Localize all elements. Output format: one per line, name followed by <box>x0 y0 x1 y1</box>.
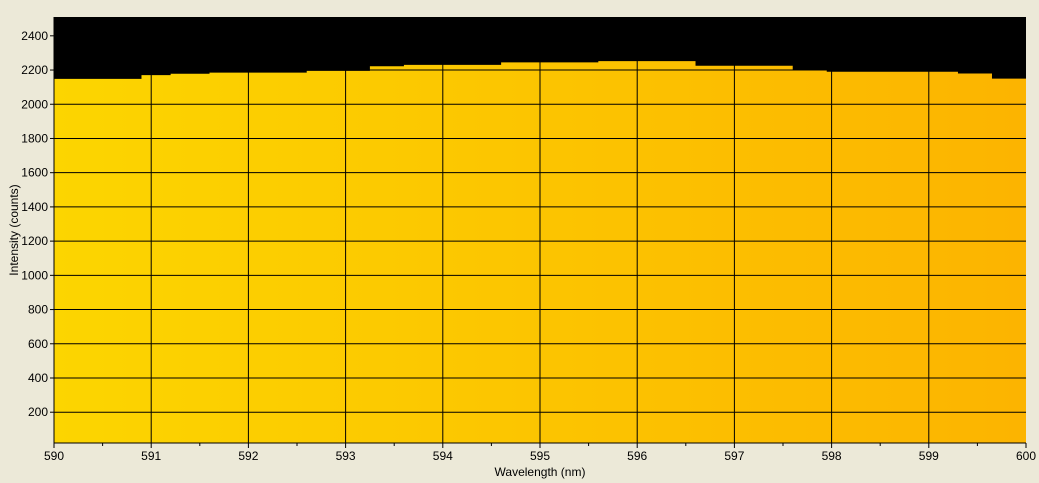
y-tick-label: 2200 <box>21 63 48 77</box>
x-tick-label: 592 <box>238 449 258 463</box>
y-tick-label: 1000 <box>21 268 48 282</box>
x-tick-label: 594 <box>433 449 453 463</box>
x-tick-label: 596 <box>627 449 647 463</box>
y-tick-label: 600 <box>28 337 48 351</box>
x-tick-label: 591 <box>141 449 161 463</box>
y-tick-label: 1200 <box>21 234 48 248</box>
y-tick-label: 400 <box>28 371 48 385</box>
x-tick-label: 600 <box>1016 449 1036 463</box>
x-tick-label: 593 <box>336 449 356 463</box>
x-tick-label: 597 <box>724 449 744 463</box>
y-tick-label: 1800 <box>21 131 48 145</box>
x-tick-label: 598 <box>822 449 842 463</box>
y-tick-label: 800 <box>28 303 48 317</box>
x-axis-title: Wavelength (nm) <box>495 465 586 479</box>
x-tick-label: 595 <box>530 449 550 463</box>
x-tick-label: 599 <box>919 449 939 463</box>
y-axis-title: Intensity (counts) <box>7 184 21 275</box>
y-tick-label: 2000 <box>21 97 48 111</box>
x-tick-label: 590 <box>44 449 64 463</box>
y-tick-label: 1400 <box>21 200 48 214</box>
y-tick-label: 2400 <box>21 29 48 43</box>
y-tick-label: 200 <box>28 405 48 419</box>
y-tick-label: 1600 <box>21 166 48 180</box>
